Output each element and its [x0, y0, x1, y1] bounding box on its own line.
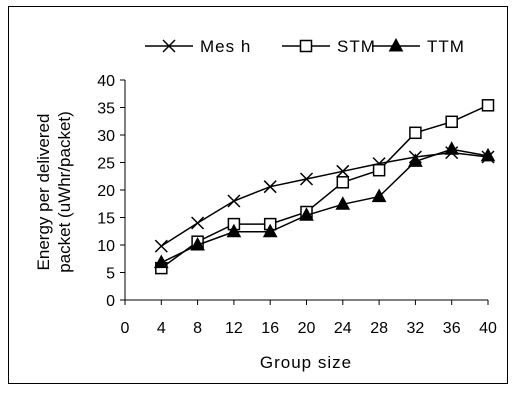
point-marker-triangle	[408, 153, 423, 167]
point-marker-triangle	[480, 147, 496, 162]
x-tick-label: 8	[193, 320, 202, 337]
y-axis-label-line: packet (uWhr/packet)	[55, 111, 74, 273]
y-tick-label: 10	[97, 238, 115, 255]
point-marker-triangle	[444, 141, 460, 155]
point-marker-square	[409, 126, 422, 140]
x-tick-label: 16	[261, 320, 279, 337]
x-tick-label: 40	[479, 320, 497, 337]
legend-item: Mes h	[145, 37, 251, 56]
point-marker-triangle	[262, 223, 278, 238]
point-marker-triangle	[226, 223, 242, 238]
y-tick-label: 30	[97, 128, 115, 145]
legend-label: STM	[337, 37, 376, 56]
legend: Mes h STM TTM	[145, 37, 465, 56]
point-marker-x	[191, 216, 205, 230]
y-tick-label: 15	[97, 211, 115, 228]
legend-item: STM	[282, 37, 376, 56]
point-marker-triangle	[388, 37, 404, 52]
series-line	[160, 104, 489, 269]
y-axis-label-line: Energy per delivered	[34, 114, 53, 271]
x-tick-label: 4	[157, 320, 166, 337]
y-tick-label: 5	[106, 266, 115, 283]
legend-label: Mes h	[200, 37, 251, 56]
y-tick-label: 35	[97, 101, 115, 118]
x-tick-label: 32	[407, 320, 425, 337]
point-marker-triangle	[335, 196, 351, 210]
y-tick-label: 20	[97, 183, 115, 200]
point-marker-square	[372, 163, 386, 177]
point-marker-x	[299, 172, 314, 186]
point-marker-triangle	[371, 188, 387, 203]
point-marker-x	[227, 194, 241, 208]
point-marker-square	[481, 99, 495, 112]
y-axis-label: Energy per delivered packet (uWhr/packet)	[34, 111, 74, 273]
point-marker-x	[154, 239, 168, 253]
point-marker-x	[263, 180, 277, 194]
x-tick-label: 20	[298, 320, 316, 337]
point-marker-square	[299, 39, 313, 53]
axes: 0 5 10 15 20 25 30 35 40 0 4 8 12 16 20 24 28 32 36 40	[97, 73, 497, 337]
point-marker-square	[336, 176, 350, 189]
point-marker-x	[336, 164, 350, 178]
series-line	[160, 148, 489, 264]
series-square	[155, 99, 495, 275]
x-tick-label: 24	[334, 320, 352, 337]
series-triangle	[153, 141, 496, 269]
x-tick-label: 12	[225, 320, 243, 337]
y-tick-label: 25	[97, 156, 115, 173]
x-axis-label: Group size	[260, 353, 352, 372]
point-marker-triangle	[153, 254, 169, 269]
y-tick-label: 40	[97, 73, 115, 90]
x-tick-label: 28	[370, 320, 388, 337]
point-marker-triangle	[190, 236, 205, 251]
chart-frame	[8, 6, 508, 384]
y-tick-label: 0	[106, 293, 115, 310]
plot-area	[153, 99, 496, 275]
legend-item: TTM	[372, 37, 465, 56]
series-line	[160, 151, 489, 247]
legend-label: TTM	[427, 37, 465, 56]
point-marker-triangle	[299, 207, 314, 221]
x-tick-label: 0	[121, 320, 130, 337]
point-marker-x	[162, 39, 176, 53]
series-x	[154, 146, 495, 253]
x-tick-label: 36	[443, 320, 461, 337]
point-marker-square	[445, 115, 458, 129]
